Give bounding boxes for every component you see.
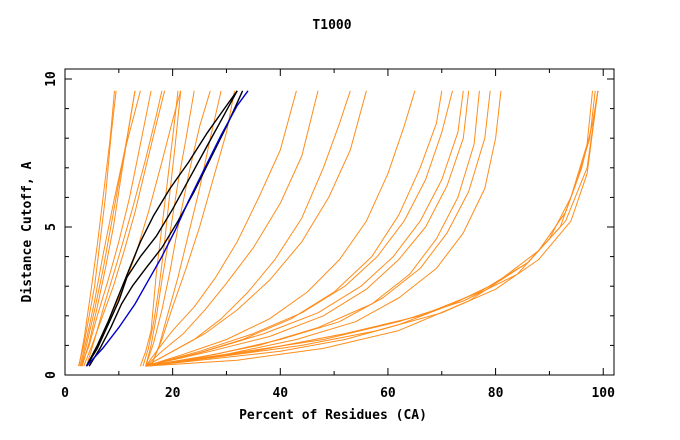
x-tick-label: 100 (591, 386, 615, 401)
x-tick-label: 20 (165, 386, 181, 401)
series-line-models-22 (145, 90, 464, 367)
chart-title: T1000 (312, 18, 351, 33)
series-line-highlight-33 (88, 90, 244, 367)
series-line-models-10 (142, 90, 182, 367)
x-tick-label: 60 (380, 386, 396, 401)
y-tick-label: 0 (44, 371, 59, 379)
series-line-models-19 (145, 90, 416, 367)
series-line-models-0 (78, 90, 117, 367)
series-line-highlight-34 (85, 90, 238, 367)
series-line-models-14 (150, 90, 235, 367)
x-tick-label: 40 (272, 386, 288, 401)
series-line-models-11 (145, 90, 195, 367)
series-line-models-24 (145, 90, 480, 367)
series-line-models-12 (145, 90, 211, 367)
y-axis-label: Distance Cutoff, A (20, 161, 35, 302)
y-tick-label: 5 (44, 223, 59, 231)
series-line-models-23 (145, 90, 470, 367)
plot-frame (64, 68, 615, 376)
series-line-models-7 (78, 90, 115, 367)
series-line-models-18 (145, 90, 367, 367)
series-line-highlight-32 (85, 90, 238, 367)
series-line-models-30 (145, 90, 596, 367)
x-tick-label: 80 (488, 386, 504, 401)
series-line-models-3 (79, 90, 141, 367)
series-line-models-13 (150, 90, 222, 367)
plot-area (78, 90, 599, 367)
series-line-models-8 (86, 90, 163, 367)
series-line-models-21 (145, 90, 453, 367)
axes: 0 20 40 60 80 100 0 5 10 (44, 68, 615, 401)
series-line-models-2 (80, 90, 152, 367)
y-tick-label: 10 (44, 71, 59, 87)
series-line-models-15 (145, 90, 297, 367)
series-line-models-25 (145, 90, 491, 367)
series-line-models-26 (145, 90, 502, 367)
series-line-models-16 (145, 90, 319, 367)
series-line-models-9 (139, 90, 179, 367)
x-axis-label: Percent of Residues (CA) (239, 408, 427, 423)
series-line-reference-35 (85, 90, 249, 367)
series-line-models-31 (145, 90, 599, 367)
series-line-models-5 (81, 90, 136, 367)
x-tick-label: 0 (61, 386, 69, 401)
